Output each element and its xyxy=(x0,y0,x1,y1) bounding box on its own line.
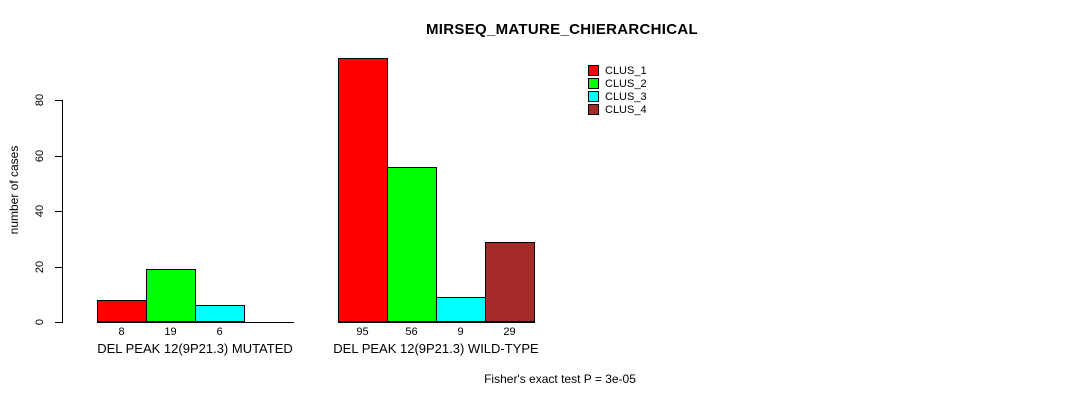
legend-label: CLUS_4 xyxy=(605,103,647,116)
group-baseline xyxy=(338,322,535,323)
legend-swatch-clus_3 xyxy=(588,91,599,102)
legend-row: CLUS_1 xyxy=(588,64,647,77)
legend-swatch-clus_2 xyxy=(588,78,599,89)
bar-value-label: 56 xyxy=(405,326,418,338)
bar-value-label: 19 xyxy=(164,326,177,338)
bar-value-label: 95 xyxy=(356,326,369,338)
legend-row: CLUS_2 xyxy=(588,77,647,90)
bar-value-label: 6 xyxy=(216,326,223,338)
y-tick-mark xyxy=(55,156,62,157)
y-tick-label: 40 xyxy=(34,204,46,218)
bar-clus_4 xyxy=(485,242,535,322)
y-tick-mark xyxy=(55,267,62,268)
bar-clus_3 xyxy=(436,297,486,322)
y-axis-line xyxy=(62,100,63,323)
y-tick-mark xyxy=(55,322,62,323)
category-label: DEL PEAK 12(9P21.3) WILD-TYPE xyxy=(333,341,539,356)
bar-clus_1 xyxy=(338,58,388,322)
y-tick-label: 80 xyxy=(34,93,46,107)
legend-swatch-clus_4 xyxy=(588,104,599,115)
chart-title: MIRSEQ_MATURE_CHIERARCHICAL xyxy=(426,21,698,38)
y-tick-label: 20 xyxy=(34,260,46,274)
y-tick-mark xyxy=(55,100,62,101)
category-label: DEL PEAK 12(9P21.3) MUTATED xyxy=(97,341,293,356)
group-baseline xyxy=(97,322,294,323)
legend-label: CLUS_2 xyxy=(605,77,647,90)
y-tick-label: 0 xyxy=(34,318,46,326)
y-tick-label: 60 xyxy=(34,149,46,163)
bar-value-label: 8 xyxy=(118,326,125,338)
y-axis-label: number of cases xyxy=(7,145,21,235)
bar-value-label: 9 xyxy=(457,326,464,338)
bar-clus_2 xyxy=(387,167,437,322)
legend-row: CLUS_4 xyxy=(588,103,647,116)
bar-clus_2 xyxy=(146,269,196,322)
legend-row: CLUS_3 xyxy=(588,90,647,103)
footnote-text: Fisher's exact test P = 3e-05 xyxy=(484,372,636,386)
y-tick-mark xyxy=(55,211,62,212)
legend-label: CLUS_3 xyxy=(605,90,647,103)
bar-clus_3 xyxy=(195,305,245,322)
legend-swatch-clus_1 xyxy=(588,65,599,76)
bar-value-label: 29 xyxy=(503,326,516,338)
legend-label: CLUS_1 xyxy=(605,64,647,77)
bar-clus_1 xyxy=(97,300,147,322)
legend: CLUS_1 CLUS_2 CLUS_3 CLUS_4 xyxy=(588,64,647,116)
